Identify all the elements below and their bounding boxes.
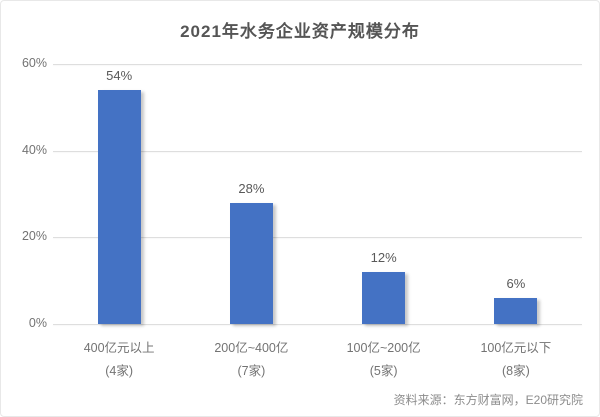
x-axis-category-label: 200亿~400亿 (7家)	[185, 337, 317, 383]
bar-3	[362, 272, 406, 324]
source-note: 资料来源：东方财富网，E20研究院	[393, 393, 583, 407]
bar-value-label: 6%	[506, 276, 526, 291]
category-count: (7家)	[237, 364, 266, 378]
category-count: (8家)	[501, 364, 530, 378]
category-count: (4家)	[105, 364, 134, 378]
gridline-20%	[53, 237, 582, 239]
bar-1	[97, 90, 141, 324]
category-name: 100亿元以下	[480, 341, 552, 355]
gridline-40%	[53, 150, 582, 152]
y-axis-tick-label: 60%	[21, 56, 47, 70]
category-name: 100亿~200亿	[346, 341, 421, 355]
y-axis-tick-label: 40%	[21, 142, 47, 157]
y-axis-tick-label: 0%	[28, 316, 47, 330]
x-axis-category-label: 400亿元以上 (4家)	[53, 337, 185, 383]
x-axis-category-label: 100亿~200亿 (5家)	[318, 337, 450, 383]
y-axis-tick-label: 20%	[21, 229, 47, 244]
category-count: (5家)	[369, 364, 398, 378]
chart-title: 2021年水务企业资产规模分布	[180, 22, 420, 41]
category-name: 400亿元以上	[83, 341, 155, 355]
x-axis-category-label: 100亿元以下 (8家)	[450, 337, 582, 383]
bar-value-label: 12%	[370, 250, 397, 265]
bar-4	[494, 298, 538, 324]
bar-value-label: 54%	[106, 68, 133, 83]
bar-value-label: 28%	[238, 180, 265, 196]
gridline-0%	[53, 324, 582, 325]
gridline-60%	[53, 64, 582, 65]
bar-2	[229, 202, 273, 324]
category-name: 200亿~400亿	[214, 341, 289, 355]
